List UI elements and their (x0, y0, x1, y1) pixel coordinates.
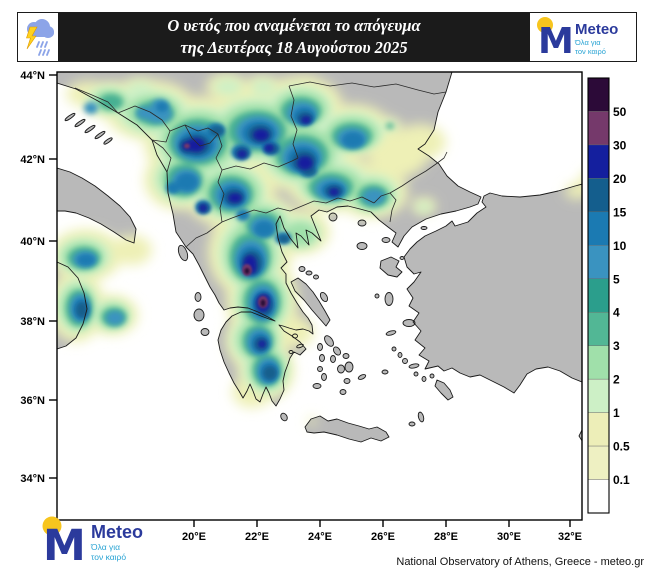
country-borders (74, 81, 448, 248)
logo-wordmark: Meteo (575, 21, 618, 38)
lat-tick-label: 38°N (20, 316, 45, 328)
colorbar-segment (587, 211, 610, 246)
meteo-logo: M Meteo Όλα για τον καιρό (42, 516, 143, 571)
colorbar-label: 5 (613, 272, 620, 286)
title-line-1: Ο υετός που αναμένεται το απόγευμα (167, 15, 421, 35)
colorbar: 50 30 20 15 10 5 4 3 2 1 0.5 0.1 (587, 77, 630, 514)
meteo-logo: M Meteo Όλα για τον καιρό (537, 17, 618, 60)
sun-icon (42, 516, 62, 536)
lon-tick-label: 22°E (245, 531, 269, 543)
colorbar-label: 0.1 (613, 473, 630, 487)
colorbar-label: 2 (613, 373, 620, 387)
lat-tick-label: 36°N (20, 395, 45, 407)
logo-tagline-2: τον καιρό (575, 47, 606, 56)
axis-ticks: 44°N 42°N 40°N 38°N 36°N 34°N 20°E 22°E 24°E 26°E… (20, 70, 582, 543)
lat-tick-label: 34°N (20, 473, 45, 485)
colorbar-segment (587, 312, 610, 346)
colorbar-frame (587, 77, 610, 514)
rain-layer-darkcore (244, 268, 266, 307)
lat-tick-label: 42°N (20, 154, 45, 166)
colorbar-segment (587, 479, 610, 514)
logo-tagline-1: Όλα για (574, 38, 601, 47)
lon-tick-label: 28°E (434, 531, 458, 543)
title-line-2: της Δευτέρας 18 Αυγούστου 2025 (180, 38, 408, 57)
colorbar-segment (587, 412, 610, 447)
colorbar-label: 30 (613, 138, 627, 152)
logo-wordmark: Meteo (91, 522, 143, 542)
colorbar-label: 4 (613, 306, 620, 320)
logo-m-icon: M (43, 521, 86, 571)
lon-tick-label: 30°E (497, 531, 521, 543)
header-bar: Ο υετός που αναμένεται το απόγευμα της Δ… (17, 12, 637, 62)
colorbar-segment (587, 111, 610, 146)
colorbar-segment (587, 445, 610, 480)
colorbar-segment (587, 245, 610, 279)
logo-m-icon: M (538, 21, 574, 60)
colorbar-label: 0.5 (613, 440, 630, 454)
lon-tick-label: 26°E (371, 531, 395, 543)
colorbar-label: 20 (613, 172, 627, 186)
colorbar-label: 10 (613, 239, 627, 253)
lat-tick-label: 44°N (20, 70, 45, 82)
meteo-logo-header[interactable]: M Meteo Όλα για τον καιρό (530, 13, 636, 61)
sun-icon (537, 17, 553, 33)
lat-tick-label: 40°N (20, 236, 45, 248)
colorbar-segment (587, 77, 610, 112)
rainfall-field (57, 74, 582, 425)
colorbar-segment (587, 178, 610, 213)
map-title: Ο υετός που αναμένεται το απόγευμα της Δ… (59, 12, 529, 62)
storm-icon-box (18, 13, 58, 61)
colorbar-label: 15 (613, 205, 627, 219)
logo-tagline-1: Όλα για (90, 542, 120, 552)
meteo-logo-footer[interactable]: M Meteo Όλα για τον καιρό (38, 514, 173, 577)
colorbar-segment (587, 378, 610, 413)
colorbar-label: 1 (613, 406, 620, 420)
colorbar-segment (587, 278, 610, 313)
lon-tick-label: 20°E (182, 531, 206, 543)
lon-tick-label: 32°E (558, 531, 582, 543)
colorbar-label: 50 (613, 105, 627, 119)
attribution-text: National Observatory of Athens, Greece -… (396, 556, 644, 568)
storm-cloud-lightning-rain-icon (26, 19, 54, 56)
colorbar-label: 3 (613, 339, 620, 353)
colorbar-segment (587, 345, 610, 380)
logo-tagline-2: τον καιρό (91, 552, 126, 562)
colorbar-segment (587, 144, 610, 179)
lon-tick-label: 24°E (308, 531, 332, 543)
